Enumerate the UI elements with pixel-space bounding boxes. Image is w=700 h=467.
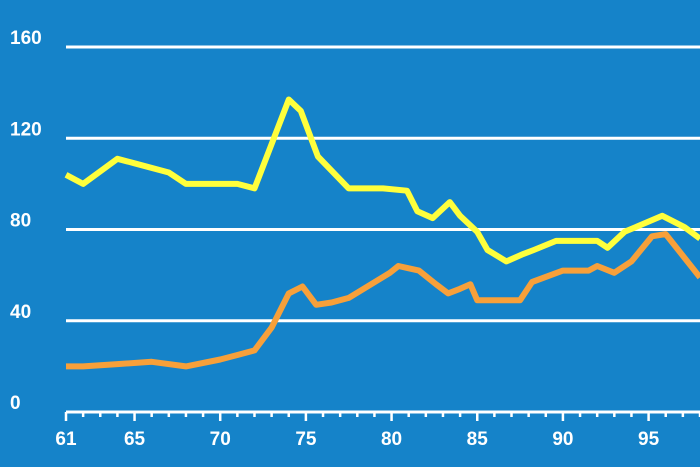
x-tick-label-70: 70 bbox=[210, 429, 231, 450]
y-tick-labels: 0 40 80 120 160 bbox=[10, 28, 42, 414]
y-tick-label-40: 40 bbox=[10, 302, 31, 323]
series-lines bbox=[64, 96, 700, 370]
x-tick-label-80: 80 bbox=[381, 429, 402, 450]
x-tick-label-65: 65 bbox=[124, 429, 146, 450]
x-axis bbox=[64, 410, 700, 421]
y-tick-label-120: 120 bbox=[10, 119, 42, 140]
series-line-1 bbox=[64, 96, 700, 265]
y-tick-label-0: 0 bbox=[10, 393, 21, 414]
x-tick-label-61: 61 bbox=[55, 429, 77, 450]
y-tick-label-160: 160 bbox=[10, 28, 42, 49]
series-line-2 bbox=[66, 231, 700, 370]
y-tick-label-80: 80 bbox=[10, 211, 31, 232]
x-tick-label-95: 95 bbox=[638, 429, 660, 450]
x-tick-labels: 61 65 70 75 80 85 90 95 bbox=[55, 429, 659, 450]
x-tick-label-90: 90 bbox=[552, 429, 573, 450]
x-tick-label-75: 75 bbox=[295, 429, 317, 450]
gridlines bbox=[66, 45, 700, 323]
x-tick-label-85: 85 bbox=[467, 429, 489, 450]
